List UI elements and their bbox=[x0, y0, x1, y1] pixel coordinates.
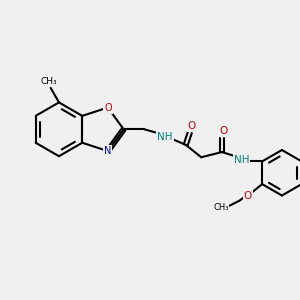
Text: O: O bbox=[244, 190, 252, 200]
Text: O: O bbox=[104, 103, 112, 112]
Text: NH: NH bbox=[234, 155, 249, 165]
Text: CH₃: CH₃ bbox=[213, 203, 229, 212]
Text: O: O bbox=[188, 121, 196, 131]
Text: N: N bbox=[104, 146, 112, 156]
Text: CH₃: CH₃ bbox=[40, 77, 57, 86]
Text: NH: NH bbox=[157, 132, 173, 142]
Text: O: O bbox=[220, 126, 228, 136]
